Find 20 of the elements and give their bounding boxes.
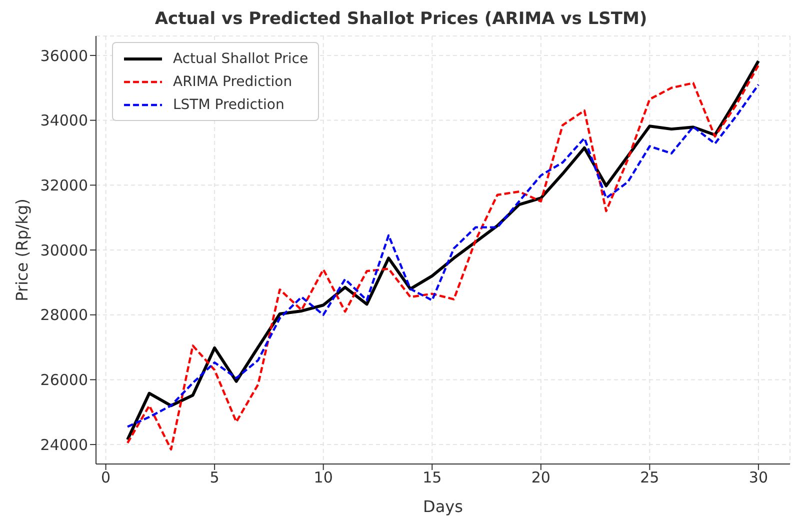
x-tick-label: 5 <box>210 468 220 487</box>
legend-label: Actual Shallot Price <box>173 50 308 66</box>
legend-label: ARIMA Prediction <box>173 74 292 90</box>
x-tick-label: 25 <box>640 468 660 487</box>
y-tick-label: 30000 <box>40 241 88 260</box>
x-axis-title: Days <box>423 497 463 516</box>
y-tick-label: 24000 <box>40 436 88 454</box>
chart-title: Actual vs Predicted Shallot Prices (ARIMA vs LSTM) <box>154 8 648 30</box>
x-tick-label: 30 <box>748 468 768 487</box>
y-tick-label: 28000 <box>40 306 88 324</box>
legend-label: LSTM Prediction <box>173 96 284 112</box>
y-tick-label: 36000 <box>40 46 88 65</box>
x-tick-label: 20 <box>531 468 550 487</box>
y-tick-label: 32000 <box>40 176 88 194</box>
y-axis-title: Price (Rp/kg) <box>12 198 32 302</box>
y-tick-label: 34000 <box>40 112 88 130</box>
x-tick-label: 0 <box>101 468 111 487</box>
x-tick-label: 10 <box>314 468 333 487</box>
y-tick-label: 26000 <box>40 371 88 390</box>
x-tick-label: 15 <box>422 468 442 487</box>
